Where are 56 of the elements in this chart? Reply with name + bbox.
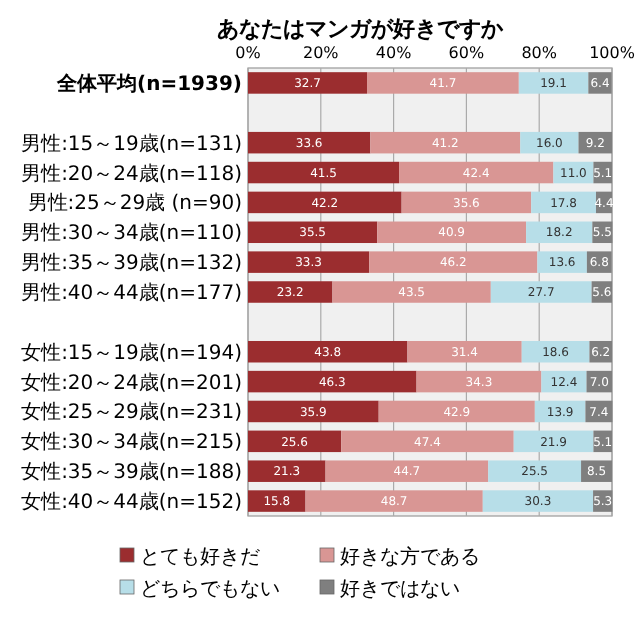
bar: [305, 490, 483, 512]
bar: [248, 370, 417, 393]
x-tick-label: 80%: [521, 44, 558, 62]
bar: [248, 430, 342, 453]
bar: [518, 72, 589, 94]
bar: [248, 251, 370, 273]
bar: [378, 400, 535, 423]
x-tick-label: 60%: [448, 44, 485, 62]
y-tick-label: 男性:30～34歳(n=110): [21, 221, 243, 246]
bar: [401, 191, 532, 214]
bar: [325, 460, 489, 482]
bar: [248, 191, 402, 214]
y-tick-label: 女性:40～44歳(n=152): [21, 490, 243, 515]
bar: [482, 490, 594, 512]
y-tick-label: 男性:40～44歳(n=177): [21, 281, 243, 305]
bar: [248, 72, 368, 94]
bar: [399, 161, 554, 184]
bar: [248, 131, 371, 154]
bar: [248, 221, 378, 244]
y-tick-label: 女性:30～34歳(n=215): [21, 430, 243, 455]
legend-label: 好きな方である: [340, 545, 480, 569]
x-tick-label: 100%: [589, 44, 636, 62]
x-tick-label: 40%: [375, 44, 413, 62]
y-tick-label: 女性:15～19歳(n=194): [21, 340, 243, 365]
bar: [248, 460, 326, 482]
bar: [341, 430, 514, 453]
y-tick-label: 全体平均(n=1939): [55, 71, 242, 96]
y-tick-label: 男性:35～39歳(n=132): [21, 251, 243, 276]
bar: [248, 161, 400, 184]
x-tick-label: 0%: [235, 44, 262, 62]
bar: [370, 131, 521, 154]
bar: [416, 370, 542, 393]
bar: [332, 281, 491, 303]
y-tick-label: 男性:15～19歳(n=131): [21, 131, 243, 156]
bar: [513, 430, 594, 453]
bar: [367, 72, 519, 94]
bar: [248, 490, 306, 512]
bar: [407, 340, 522, 363]
bar: [248, 340, 408, 363]
bar: [488, 460, 582, 482]
chart-title: あなたはマンガが好きですか: [217, 16, 505, 42]
legend-label: とても好きだ: [140, 547, 260, 569]
bar: [377, 221, 527, 244]
legend-label: どちらでもない: [140, 579, 280, 601]
bar: [537, 251, 587, 273]
bar: [248, 281, 333, 303]
bar: [248, 400, 379, 423]
y-tick-label: 男性:20～24歳(n=118): [21, 161, 243, 186]
bar: [490, 281, 592, 303]
legend-label: 好きではない: [340, 579, 460, 601]
bar: [369, 251, 538, 273]
y-tick-label: 女性:20～24歳(n=201): [21, 370, 243, 395]
y-tick-label: 女性:35～39歳(n=188): [21, 460, 243, 485]
x-tick-label: 20%: [303, 44, 340, 62]
y-tick-label: 女性:25～29歳(n=231): [21, 400, 243, 425]
y-tick-label: 男性:25～29歳 (n=90): [27, 191, 243, 216]
